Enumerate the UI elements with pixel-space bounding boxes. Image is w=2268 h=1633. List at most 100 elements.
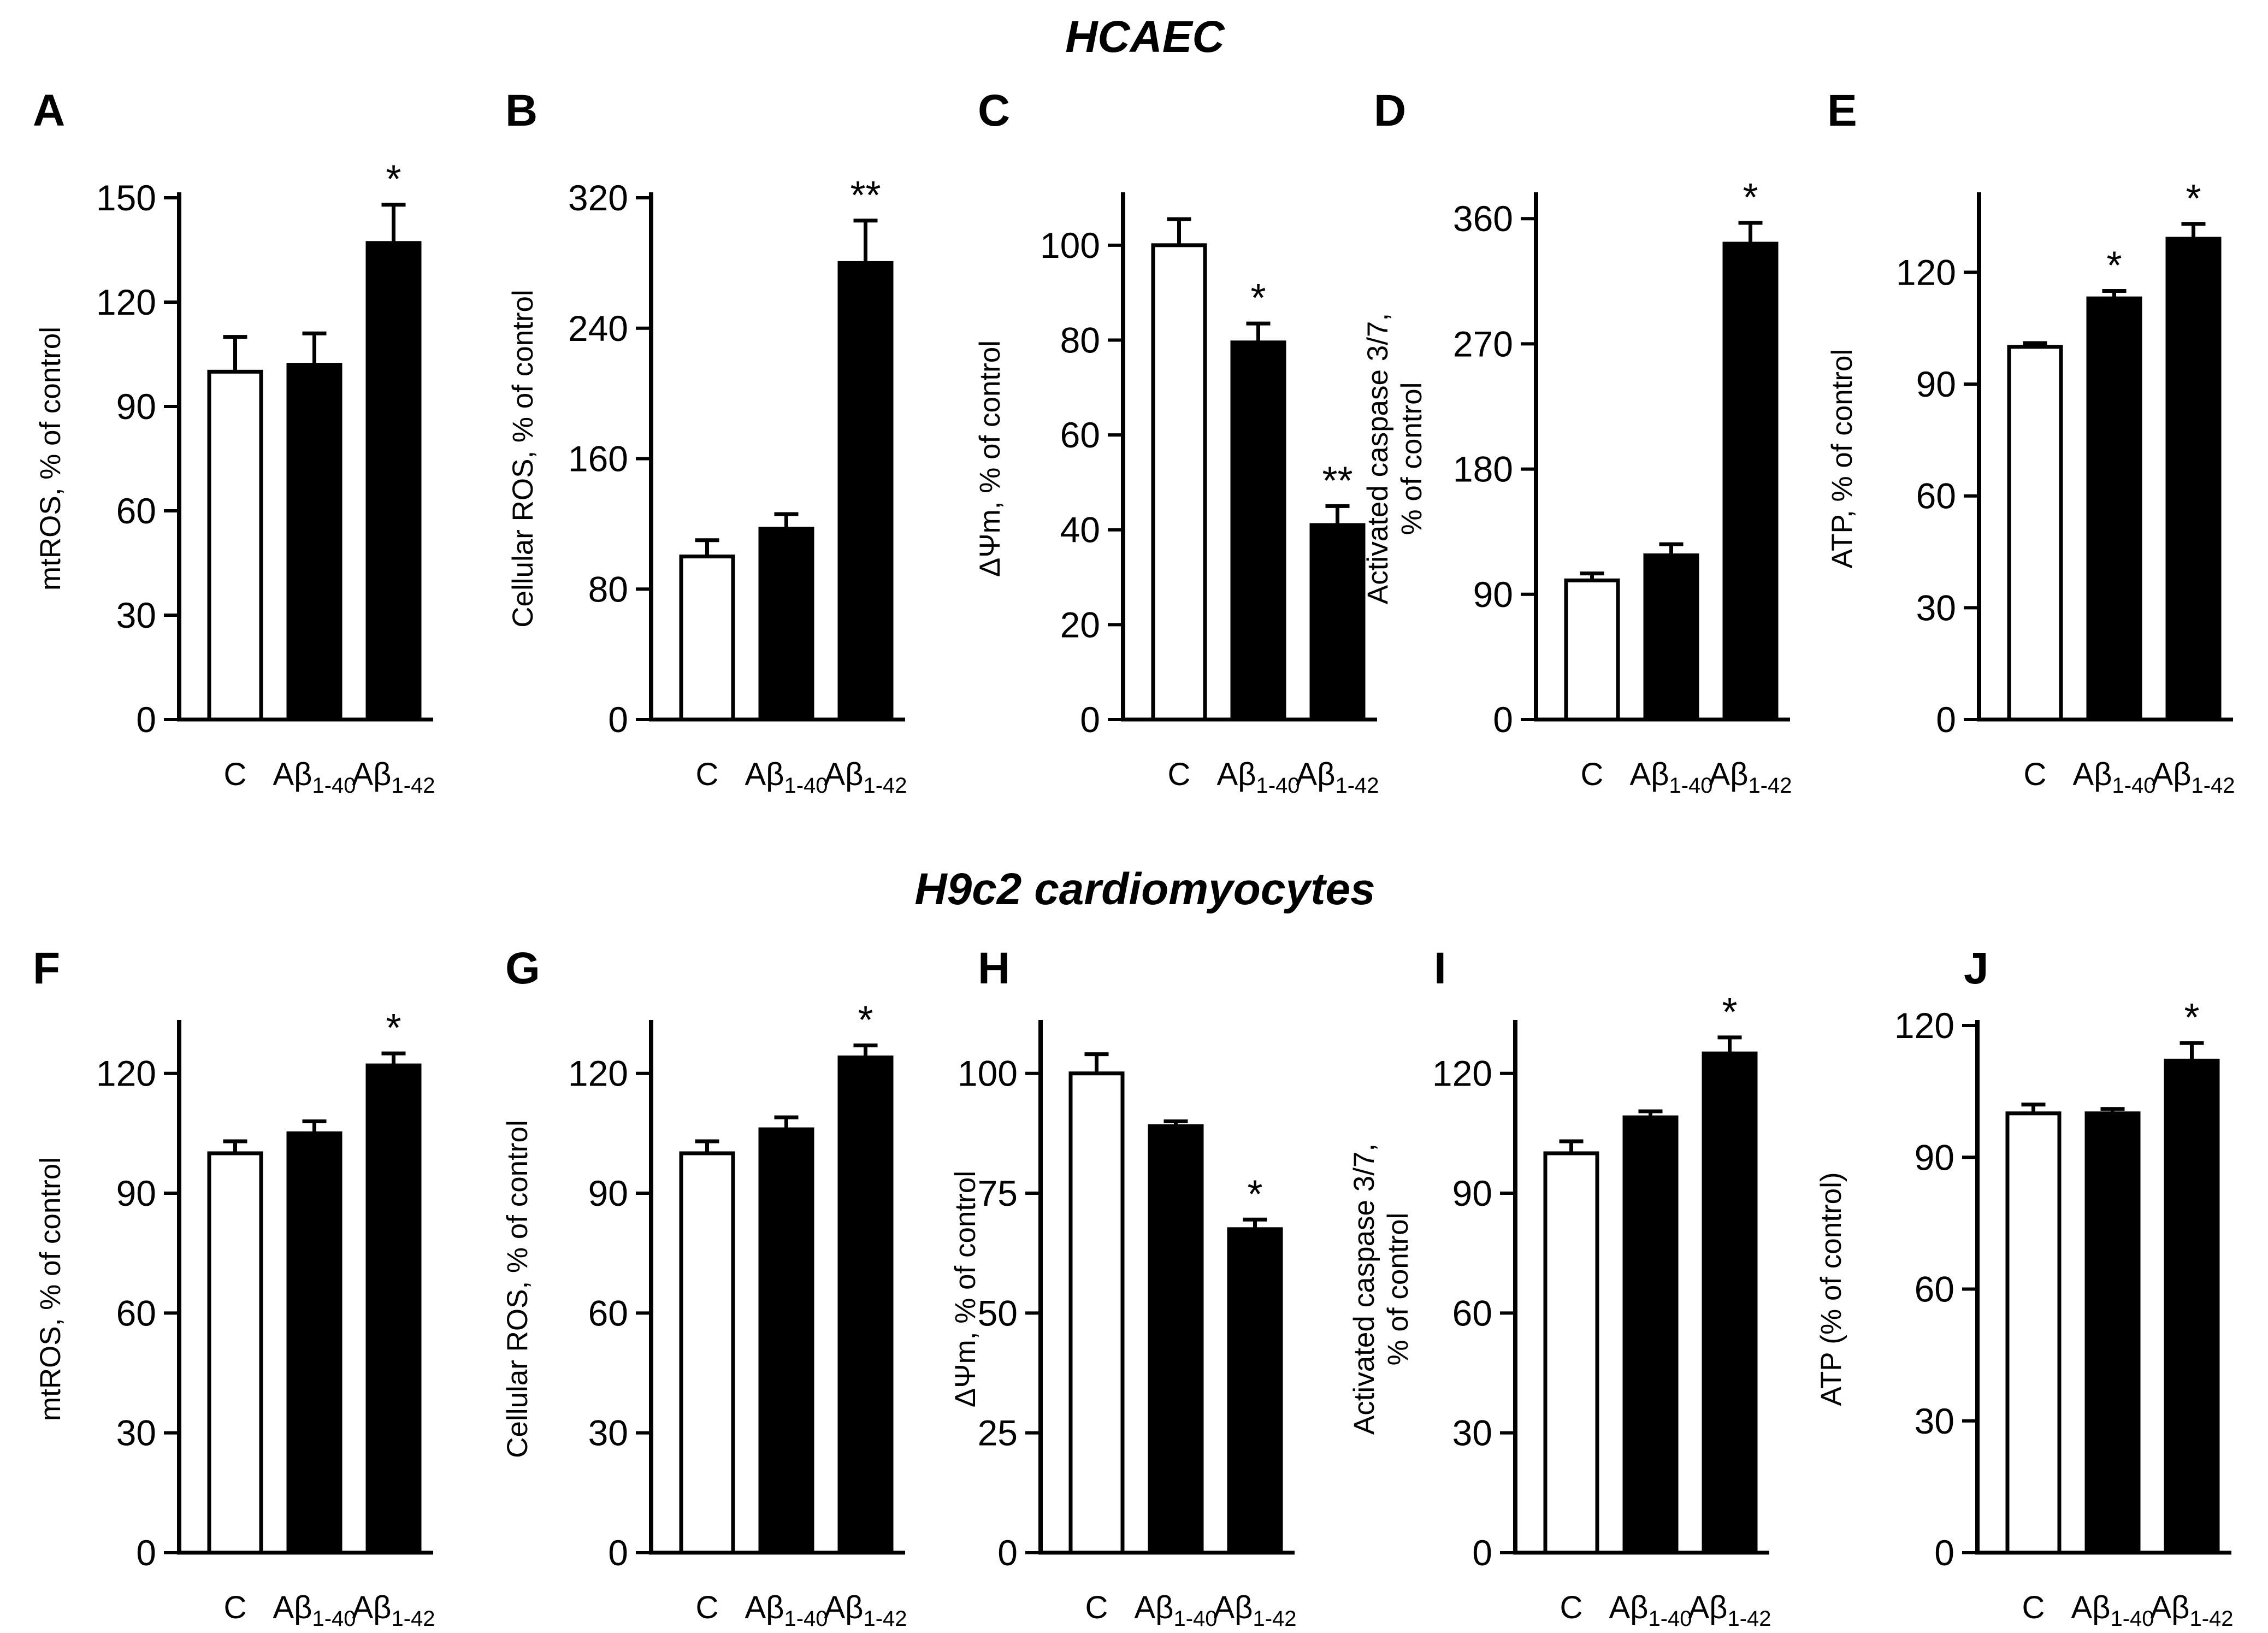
y-tick-label: 0 — [608, 699, 628, 740]
category-label: Aβ1-40 — [2071, 1590, 2154, 1631]
y-tick-label: 360 — [1453, 198, 1513, 239]
category-label: C — [1168, 757, 1191, 792]
bar-abeta — [1702, 1051, 1758, 1555]
y-axis-label: Cellular ROS, % of control — [507, 290, 539, 628]
panel-e: E 0 30 60 90 120 ATP, % of control C * Aβ1-40 * Aβ1… — [1826, 86, 2235, 798]
y-tick-label: 30 — [588, 1413, 628, 1453]
y-tick-label: 90 — [588, 1173, 628, 1213]
y-tick-label: 0 — [1472, 1532, 1492, 1573]
category-label: Aβ1-42 — [1709, 757, 1792, 798]
bar-abeta — [837, 261, 894, 722]
bar-abeta — [837, 1055, 894, 1555]
category-label: Aβ1-42 — [1688, 1590, 1771, 1631]
panel-b: B 0 80 160 240 320 Cellular ROS, % of control C… — [505, 86, 907, 798]
y-axis-label: Activated caspase 3/7, — [1362, 313, 1394, 604]
y-axis-label: mtROS, % of control — [34, 327, 67, 591]
y-tick-label: 60 — [1916, 476, 1956, 516]
y-tick-label: 90 — [1916, 364, 1956, 404]
y-tick-label: 0 — [1934, 1532, 1954, 1573]
y-axis-label: ΔΨm, % of control — [974, 340, 1006, 577]
y-tick-label: 0 — [136, 699, 156, 740]
panel-a: A 0 30 60 90 120 150 mtROS, % of control C Aβ1-40… — [33, 86, 435, 798]
y-tick-label: 30 — [116, 595, 156, 635]
panel-letter-g: G — [505, 944, 540, 993]
y-tick-label: 240 — [568, 308, 628, 349]
bar-abeta — [365, 1063, 422, 1555]
panel-letter-f: F — [33, 944, 60, 993]
category-label: Aβ1-40 — [745, 1590, 828, 1631]
category-label: Aβ1-40 — [273, 757, 356, 798]
bar-control — [679, 555, 735, 722]
y-axis-label: % of control — [1382, 1213, 1414, 1366]
y-tick-label: 90 — [1452, 1173, 1492, 1213]
y-axis-label: ATP, % of control — [1826, 349, 1858, 569]
category-label: C — [2024, 757, 2047, 792]
y-tick-label: 120 — [1896, 252, 1956, 292]
category-label: C — [1581, 757, 1604, 792]
y-tick-label: 60 — [1060, 415, 1100, 455]
bar-abeta — [758, 527, 814, 722]
y-tick-label: 60 — [116, 1293, 156, 1333]
category-label: Aβ1-42 — [1296, 757, 1379, 798]
y-tick-label: 90 — [116, 1173, 156, 1213]
category-label: Aβ1-42 — [352, 1590, 435, 1631]
section-title-h9c2: H9c2 cardiomyocytes — [914, 864, 1375, 914]
y-tick-label: 120 — [1432, 1053, 1492, 1094]
y-axis-label: ATP (% of control) — [1815, 1172, 1847, 1406]
y-tick-label: 0 — [997, 1532, 1018, 1573]
bar-control — [679, 1151, 735, 1555]
y-tick-label: 0 — [136, 1532, 156, 1573]
bar-control — [1151, 243, 1207, 722]
category-label: C — [224, 1590, 247, 1625]
category-label: Aβ1-40 — [273, 1590, 356, 1631]
y-tick-label: 90 — [116, 386, 156, 427]
bar-abeta — [1643, 553, 1699, 722]
y-tick-label: 60 — [1452, 1293, 1492, 1333]
y-tick-label: 270 — [1453, 323, 1513, 364]
y-tick-label: 0 — [1493, 699, 1513, 740]
bar-abeta — [1309, 523, 1366, 722]
significance-label: * — [1250, 276, 1266, 320]
y-tick-label: 80 — [588, 569, 628, 609]
category-label: C — [1560, 1590, 1583, 1625]
category-label: C — [1085, 1590, 1108, 1625]
y-tick-label: 320 — [568, 178, 628, 218]
significance-label: * — [2184, 996, 2199, 1040]
y-tick-label: 120 — [96, 282, 156, 322]
bar-abeta — [1227, 1227, 1283, 1555]
y-tick-label: 100 — [958, 1053, 1018, 1094]
bar-control — [2005, 1111, 2062, 1555]
category-label: Aβ1-40 — [1629, 757, 1712, 798]
y-tick-label: 0 — [608, 1532, 628, 1573]
y-tick-label: 0 — [1080, 699, 1100, 740]
category-label: Aβ1-40 — [1609, 1590, 1692, 1631]
panel-g: G 0 30 60 90 120 Cellular ROS, % of control C Aβ… — [501, 944, 907, 1631]
significance-label: * — [2186, 177, 2201, 221]
bar-control — [1068, 1071, 1125, 1555]
y-axis-label: Cellular ROS, % of control — [501, 1120, 534, 1458]
y-tick-label: 60 — [116, 491, 156, 531]
panel-c: C 0 20 40 60 80 100 ΔΨm, % of control C * Aβ1-40 **… — [974, 86, 1379, 798]
significance-label: * — [1743, 176, 1758, 220]
y-tick-label: 80 — [1060, 320, 1100, 360]
bar-abeta — [365, 241, 422, 722]
bar-abeta — [2084, 1111, 2141, 1555]
significance-label: * — [386, 158, 401, 202]
category-label: C — [2022, 1590, 2045, 1625]
bar-control — [207, 1151, 263, 1555]
y-tick-label: 160 — [568, 439, 628, 479]
y-tick-label: 50 — [978, 1293, 1018, 1333]
y-tick-label: 120 — [568, 1053, 628, 1094]
y-tick-label: 40 — [1060, 510, 1100, 550]
y-tick-label: 30 — [1916, 587, 1956, 628]
y-tick-label: 0 — [1936, 699, 1956, 740]
significance-label: ** — [1322, 459, 1352, 503]
category-label: C — [224, 757, 247, 792]
y-axis-label: % of control — [1396, 382, 1428, 535]
panel-f: F 0 30 60 90 120 mtROS, % of control C Aβ1-40 * Aβ… — [33, 944, 435, 1631]
panel-d: D 0 90 180 270 360 Activated caspase 3/7,% of … — [1362, 86, 1792, 798]
y-tick-label: 60 — [1915, 1269, 1954, 1310]
bar-abeta — [1622, 1115, 1679, 1555]
y-tick-label: 150 — [96, 178, 156, 218]
